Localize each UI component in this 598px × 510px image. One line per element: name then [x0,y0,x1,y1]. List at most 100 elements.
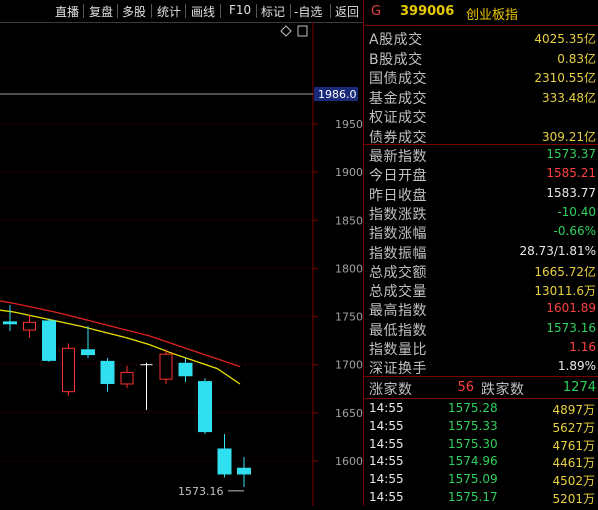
up-count-value: 56 [457,380,474,395]
ma-short-line [0,309,241,385]
up-count-label: 涨家数 [369,382,413,398]
kline-chart[interactable]: 1986.0 1950 1900 1850 1800 1750 1700 1650 1600 … [0,22,363,506]
tick-time: 14:55 [369,401,404,415]
square-icon[interactable] [297,25,308,37]
stat-value: 1583.77 [546,185,596,200]
statistics-button[interactable]: 统计 [157,5,182,19]
stat-label: 指数涨幅 [369,226,427,243]
candle [42,318,56,362]
candle [81,326,95,358]
toolbar: 直播 复盘 多股 统计 画线 F10 标记 -自选 返回 [0,0,363,23]
multi-stock-button[interactable]: 多股 [122,5,147,19]
axis-tick-label: 1900 [335,166,363,179]
tick-row[interactable]: 14:55 1575.17 5201万 [364,489,598,508]
candle [159,349,173,384]
turnover-row: A股成交 4025.35亿 [364,29,598,48]
candle [198,378,212,435]
turnover-label: 基金成交 [369,90,427,107]
tick-time: 14:55 [369,472,404,487]
index-name: 创业板指 [466,8,519,23]
stat-value: 1585.21 [546,166,596,181]
candle [100,357,115,392]
stat-label: 昨日收盘 [369,187,427,204]
replay-button[interactable]: 复盘 [89,5,114,19]
chart-grid [0,123,313,462]
turnover-row: 基金成交 333.48亿 [364,88,598,107]
group-marker: G [371,4,382,19]
stat-row: 指数涨幅 -0.66% [364,223,598,242]
turnover-row: B股成交 0.83亿 [364,49,598,68]
stat-value: 28.73/1.81% [519,243,596,258]
live-button[interactable]: 直播 [55,5,80,19]
tick-time: 14:55 [369,436,404,451]
candle [140,362,153,410]
stat-label: 总成交额 [369,264,427,281]
turnover-value: 309.21亿 [542,129,596,144]
tick-price: 1575.30 [448,436,498,451]
axis-tick-label: 1750 [335,311,363,324]
index-code: 399006 [400,4,455,19]
stat-label: 最低指数 [369,322,427,339]
ma-long-line [0,300,241,368]
candles [3,305,251,487]
remove-watchlist-button[interactable]: -自选 [294,5,323,19]
stat-value: -0.66% [553,224,596,239]
candle [23,314,36,338]
turnover-label: A股成交 [369,32,423,48]
mark-button[interactable]: 标记 [261,5,286,19]
tick-row[interactable]: 14:55 1575.28 4897万 [364,400,598,419]
tick-row[interactable]: 14:55 1575.30 4761万 [364,436,598,455]
axis-tick-label: 1600 [335,455,363,468]
stat-row: 总成交额 1665.72亿 [364,262,598,281]
diamond-icon[interactable] [280,25,292,37]
stat-value: 1.89% [557,359,596,374]
stat-label: 深证换手 [369,361,427,378]
stat-row: 指数涨跌 -10.40 [364,204,598,223]
tick-row[interactable]: 14:55 1575.09 4502万 [364,471,598,490]
stat-value: -10.40 [557,204,596,219]
turnover-label: 国债成交 [369,71,427,87]
axis-tick-label: 1700 [335,359,363,372]
stat-label: 指数振幅 [369,245,427,262]
tick-volume: 4897万 [552,403,595,417]
stat-label: 指数涨跌 [369,206,427,223]
stat-row: 指数振幅 28.73/1.81% [364,243,598,262]
stat-row: 总成交量 13011.6万 [364,281,598,300]
tick-row[interactable]: 14:55 1574.96 4461万 [364,453,598,472]
back-button[interactable]: 返回 [335,5,360,19]
stat-row: 最低指数 1573.16 [364,320,598,339]
candle [62,343,75,396]
stat-value: 13011.6万 [534,284,596,299]
stat-row: 昨日收盘 1583.77 [364,185,598,204]
tick-time: 14:55 [369,454,404,469]
stat-label: 指数量比 [369,342,427,358]
stat-label: 最高指数 [369,303,427,320]
tick-volume: 4502万 [552,474,595,489]
tick-volume: 4461万 [552,456,595,471]
tick-price: 1575.33 [448,418,498,433]
moving-averages [0,300,241,385]
stat-row: 今日开盘 1585.21 [364,165,598,184]
turnover-row: 权证成交 [364,107,598,126]
svg-text:1986.0: 1986.0 [318,88,357,101]
f10-button[interactable]: F10 [229,3,252,17]
kline-chart-svg: 1986.0 19501900185018001750170016501600 … [0,22,363,506]
candle [3,305,17,332]
stat-row: 最新指数 1573.37 [364,146,598,165]
tick-row[interactable]: 14:55 1575.33 5627万 [364,418,598,437]
turnover-value: 4025.35亿 [534,32,596,46]
tick-price: 1574.96 [448,454,498,469]
draw-line-button[interactable]: 画线 [191,5,216,19]
svg-text:1573.16: 1573.16 [178,485,224,498]
candle [237,457,251,487]
tick-time: 14:55 [369,418,404,433]
axis-tick-label: 1950 [335,118,363,131]
market-breadth: 涨家数 56 跌家数 1274 [364,379,598,398]
index-info-panel: G 399006 创业板指 A股成交 4025.35亿 B股成交 0.83亿国债成交 2… [363,0,598,506]
candle [120,365,134,388]
price-axis: 1950 1900 1850 1800 1750 1700 1650 1600 [313,118,363,468]
reference-price-label: 1986.0 [314,87,358,101]
tick-price: 1575.17 [448,490,498,504]
stat-row: 深证换手 1.89% [364,358,598,377]
candle [178,357,193,383]
